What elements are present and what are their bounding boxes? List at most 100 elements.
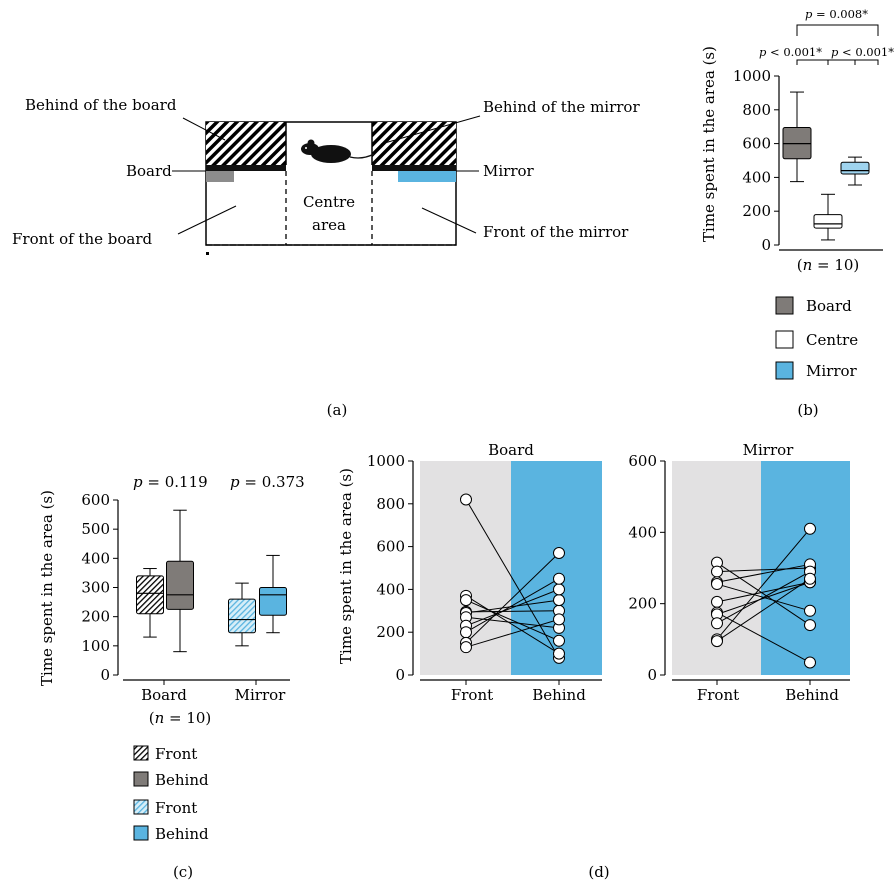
d-board-point-front-9 xyxy=(460,641,472,654)
panel-b-ytick-label-2: 400 xyxy=(742,168,771,186)
panel-label-c: (c) xyxy=(173,863,193,881)
panel-b-ytick-label-1: 200 xyxy=(742,202,771,220)
panel-c-legend: Front Behind Front Behind xyxy=(133,745,209,843)
bracket-board-mirror xyxy=(796,24,879,36)
legend-mirror-front-swatch xyxy=(133,799,149,815)
d-mirror-point-front-3 xyxy=(711,578,723,591)
d-board-pair-line-2 xyxy=(465,599,560,642)
panel-b-xlabel: (n = 10) xyxy=(797,256,860,274)
label-board: Board xyxy=(126,162,172,180)
behind-mirror-area xyxy=(372,122,456,165)
panel-c: Time spent in the area (s) Board Mirror … xyxy=(38,473,305,881)
pval-board-centre: p < 0.001* xyxy=(759,45,822,59)
d-mirror-cat-behind: Behind xyxy=(785,686,839,704)
d-board-ytick-label-3: 600 xyxy=(376,538,405,556)
d-mirror-ytick-label-2: 400 xyxy=(628,523,657,541)
bracket-centre-mirror xyxy=(827,59,879,65)
d-mirror-point-behind-8 xyxy=(804,522,816,535)
d-board-point-behind-9 xyxy=(553,613,565,626)
d-mirror-cat-front: Front xyxy=(697,686,739,704)
label-centre: Centre xyxy=(303,193,355,211)
d-board-point-behind-1 xyxy=(553,647,565,660)
label-area: area xyxy=(312,216,346,234)
leader-behind-board xyxy=(182,117,226,141)
d-board-ytick-label-4: 800 xyxy=(376,495,405,513)
panel-c-board-front-box xyxy=(136,575,164,615)
panel-label-a: (a) xyxy=(327,401,348,419)
legend-board-swatch xyxy=(775,296,794,315)
legend-board-label: Board xyxy=(806,297,852,315)
board-strip xyxy=(206,171,234,182)
d-board-ytick-label-0: 0 xyxy=(395,666,405,684)
panel-c-pval-mirror: p = 0.373 xyxy=(230,473,305,491)
d-mirror-pair-line-2 xyxy=(716,563,811,583)
panel-b-ytick-label-4: 800 xyxy=(742,101,771,119)
panel-label-b: (b) xyxy=(797,401,818,419)
panel-c-pval-board: p = 0.119 xyxy=(133,473,208,491)
d-mirror-pair-line-8 xyxy=(716,528,811,640)
d-mirror-point-front-1 xyxy=(711,565,723,578)
legend-board-behind-swatch xyxy=(133,771,149,787)
panel-c-ylabel: Time spent in the area (s) xyxy=(38,490,56,686)
d-board-point-behind-6 xyxy=(553,583,565,596)
d-board-pair-line-4 xyxy=(465,599,560,614)
label-behind-board: Behind of the board xyxy=(25,96,177,114)
legend-mirror-front-label: Front xyxy=(155,799,197,817)
panel-b-ytick-label-5: 1000 xyxy=(733,67,771,85)
d-mirror-pair-line-9 xyxy=(716,578,811,642)
d-mirror-point-front-7 xyxy=(711,617,723,630)
d-board-cat-front: Front xyxy=(451,686,493,704)
legend-mirror-behind-label: Behind xyxy=(155,825,209,843)
panel-c-board-behind-box xyxy=(166,560,194,610)
mirror-wall xyxy=(372,165,456,171)
label-front-board: Front of the board xyxy=(12,230,152,248)
d-board-pair-line-6 xyxy=(465,588,560,627)
panel-c-xnote: (n = 10) xyxy=(149,709,212,727)
d-mirror-title: Mirror xyxy=(743,441,795,459)
legend-board-behind-label: Behind xyxy=(155,771,209,789)
panel-c-cat-board: Board xyxy=(141,686,187,704)
pval-board-mirror: p = 0.008* xyxy=(805,7,868,21)
d-board-pair-line-1 xyxy=(465,595,560,655)
panel-c-ytick-label-5: 500 xyxy=(81,520,110,538)
legend-mirror-label: Mirror xyxy=(806,362,858,380)
d-board-cat-behind: Behind xyxy=(532,686,586,704)
d-board-pair-line-3 xyxy=(465,610,560,613)
d-board-point-behind-4 xyxy=(553,594,565,607)
d-mirror-pair-line-6 xyxy=(716,581,811,615)
legend-centre-swatch xyxy=(775,330,794,349)
panel-b: Time spent in the area (s) (n = 10) p < … xyxy=(700,7,894,419)
panel-c-cat-mirror: Mirror xyxy=(235,686,287,704)
d-mirror-pair-line-1 xyxy=(716,567,811,573)
d-board-point-front-7 xyxy=(460,626,472,639)
panel-b-legend: Board Centre Mirror xyxy=(775,296,858,380)
bracket-board-centre xyxy=(796,59,856,65)
leader-front-board xyxy=(177,205,237,235)
d-board-pair-line-0 xyxy=(465,499,560,659)
d-mirror-pair-line-4 xyxy=(716,581,811,603)
d-board-point-behind-7 xyxy=(553,572,565,585)
legend-mirror-swatch xyxy=(775,361,794,380)
panel-b-ytick-label-3: 600 xyxy=(742,135,771,153)
panel-b-centre-box xyxy=(813,214,843,229)
pval-centre-mirror: p < 0.001* xyxy=(831,45,894,59)
d-board-point-front-0 xyxy=(460,493,472,506)
d-mirror-point-front-4 xyxy=(711,595,723,608)
mirror-strip xyxy=(398,171,456,182)
d-board-title: Board xyxy=(488,441,534,459)
d-board-pair-line-5 xyxy=(465,616,560,629)
d-mirror-point-behind-0 xyxy=(804,619,816,632)
panel-label-d: (d) xyxy=(588,863,609,881)
panel-c-mirror-behind-box xyxy=(259,587,287,616)
d-board-ytick-label-2: 400 xyxy=(376,580,405,598)
d-mirror-ytick-label-0: 0 xyxy=(647,666,657,684)
panel-b-ylabel: Time spent in the area (s) xyxy=(700,46,718,242)
behind-board-area xyxy=(206,122,286,165)
panel-c-ytick-label-1: 100 xyxy=(81,637,110,655)
d-mirror-pair-line-0 xyxy=(716,562,811,626)
panel-b-mirror-box xyxy=(840,161,870,175)
label-front-mirror: Front of the mirror xyxy=(483,223,629,241)
d-board-pair-line-9 xyxy=(465,618,560,648)
d-board-point-behind-8 xyxy=(553,547,565,560)
panel-c-mirror-front-box xyxy=(228,598,256,634)
